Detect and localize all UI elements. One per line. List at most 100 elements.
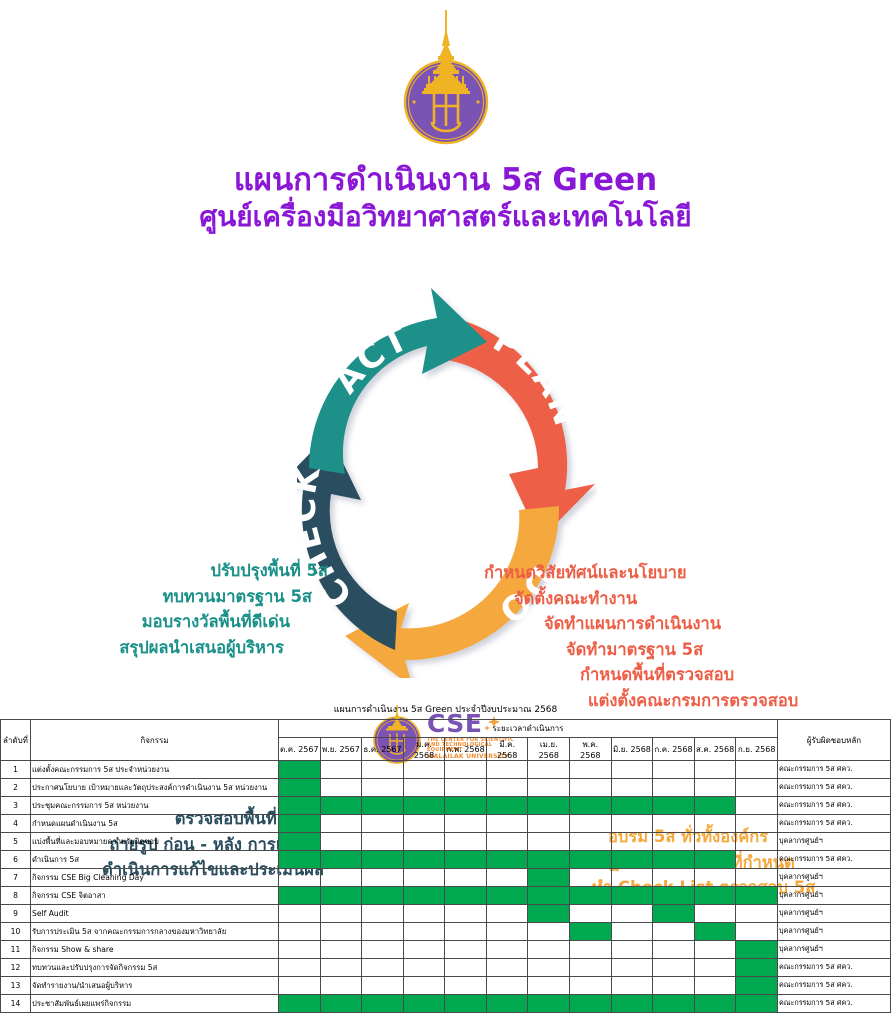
cell-month-empty <box>652 922 695 941</box>
cell-month-empty <box>569 832 612 851</box>
table-row: 12 ทบทวนและปรับปรุงการจัดกิจกรรม 5ส คณะกรร… <box>0 958 891 977</box>
cell-month-empty <box>361 940 404 959</box>
cell-month-empty <box>444 778 487 797</box>
cell-month-filled <box>693 796 737 815</box>
table-row: 11 กิจกรรม Show & share บุคลากรศูนย์ฯ <box>0 940 891 959</box>
cell-month-filled <box>402 886 446 905</box>
cell-month-empty <box>735 832 778 851</box>
cell-month-empty <box>402 760 446 779</box>
cell-activity: กำหนดแผนดำเนินงาน 5ส <box>30 814 279 833</box>
act-item: มอบรางวัลพื้นที่ดีเด่น <box>141 612 290 631</box>
cell-month-empty <box>361 760 404 779</box>
cell-month-empty <box>485 778 529 797</box>
cell-month-filled <box>527 904 571 923</box>
cell-activity: ประชุมคณะกรรมการ 5ส หน่วยงาน <box>30 796 279 815</box>
cell-responsible: คณะกรรมการ 5ส ศคว. <box>777 994 891 1013</box>
cell-month-empty <box>444 958 487 977</box>
cell-month-empty <box>319 868 363 887</box>
th-activity: กิจกรรม <box>30 719 279 761</box>
cell-month-filled <box>610 994 654 1013</box>
cell-month-empty <box>735 814 778 833</box>
cell-month-empty <box>444 922 487 941</box>
cell-month-empty <box>652 940 695 959</box>
cell-month-filled <box>652 796 695 815</box>
pdca-plan-arc <box>447 316 595 540</box>
cell-month-empty <box>278 922 321 941</box>
table-row: 5 แบ่งพื้นที่และมอบหมายความรับผิดชอบ บุคลา… <box>0 832 891 851</box>
th-month-1: ต.ค. 2567 <box>278 737 321 761</box>
cell-responsible: คณะกรรมการ 5ส ศคว. <box>777 760 891 779</box>
cell-month-filled <box>652 904 695 923</box>
cell-month-filled <box>319 994 363 1013</box>
cell-month-empty <box>610 940 654 959</box>
cell-month-filled <box>569 994 612 1013</box>
cell-month-empty <box>569 976 612 995</box>
cell-month-empty <box>527 814 571 833</box>
cell-responsible: คณะกรรมการ 5ส ศคว. <box>777 778 891 797</box>
cell-month-empty <box>693 976 737 995</box>
cell-month-filled <box>735 994 778 1013</box>
cell-month-empty <box>610 778 654 797</box>
th-month-12: ก.ย. 2568 <box>735 737 778 761</box>
th-month-10: ก.ค. 2568 <box>652 737 695 761</box>
cell-responsible: คณะกรรมการ 5ส ศคว. <box>777 850 891 869</box>
pdca-diagram: PLAN DO CHECK ACT <box>0 268 891 897</box>
cell-month-empty <box>319 832 363 851</box>
cell-month-empty <box>402 976 446 995</box>
cell-month-filled <box>652 850 695 869</box>
cell-month-filled <box>693 922 737 941</box>
cell-no: 2 <box>0 778 31 797</box>
cell-responsible: คณะกรรมการ 5ส ศคว. <box>777 958 891 977</box>
cell-month-empty <box>402 868 446 887</box>
cell-month-empty <box>319 814 363 833</box>
cell-activity: กิจกรรม Show & share <box>30 940 279 959</box>
cell-no: 7 <box>0 868 31 887</box>
cell-month-filled <box>361 796 404 815</box>
plan-table-section: แผนการดำเนินงาน 5ส Green ประจำปีงบประมาณ… <box>0 700 891 1013</box>
cell-activity: ทบทวนและปรับปรุงการจัดกิจกรรม 5ส <box>30 958 279 977</box>
cell-month-filled <box>693 850 737 869</box>
cell-month-filled <box>735 886 778 905</box>
cell-month-empty <box>361 904 404 923</box>
cell-responsible: บุคลากรศูนย์ฯ <box>777 832 891 851</box>
cell-responsible: บุคลากรศูนย์ฯ <box>777 904 891 923</box>
table-row: 3 ประชุมคณะกรรมการ 5ส หน่วยงาน คณะกรรมการ … <box>0 796 891 815</box>
cell-month-empty <box>652 976 695 995</box>
cell-month-empty <box>402 922 446 941</box>
cell-month-empty <box>444 760 487 779</box>
cell-month-filled <box>652 994 695 1013</box>
cell-month-empty <box>402 814 446 833</box>
act-item: ปรับปรุงพื้นที่ 5ส <box>210 561 328 580</box>
pdca-act-items: ปรับปรุงพื้นที่ 5ส ทบทวนมาตรฐาน 5ส มอบรา… <box>0 558 340 660</box>
cell-month-empty <box>652 958 695 977</box>
pdca-do-arc <box>345 506 560 678</box>
cell-month-filled <box>278 814 321 833</box>
pdca-plan-items: กำหนดวิสัยทัศน์และนโยบาย จัดตั้งคณะทำงาน… <box>470 560 798 713</box>
page-subtitle: ศูนย์เครื่องมือวิทยาศาสตร์และเทคโนโลยี <box>199 200 692 233</box>
cell-month-empty <box>361 778 404 797</box>
cell-month-empty <box>444 904 487 923</box>
cell-month-filled <box>527 886 571 905</box>
table-head: ลำดับที่ กิจกรรม ระยะเวลาดำเนินการ ผู้รั… <box>0 719 891 761</box>
cell-month-filled <box>402 850 446 869</box>
th-month-6: มี.ค. 2568 <box>485 737 529 761</box>
cell-month-filled <box>278 886 321 905</box>
cell-month-filled <box>485 886 529 905</box>
cell-month-filled <box>444 850 487 869</box>
cell-month-empty <box>569 778 612 797</box>
cell-month-empty <box>610 922 654 941</box>
cell-month-empty <box>361 976 404 995</box>
cell-month-empty <box>278 904 321 923</box>
plan-item: จัดทำแผนการดำเนินงาน <box>544 614 722 633</box>
cell-responsible: คณะกรรมการ 5ส ศคว. <box>777 814 891 833</box>
cell-activity: แต่งตั้งคณะกรรมการ 5ส ประจำหน่วยงาน <box>30 760 279 779</box>
cell-month-empty <box>735 796 778 815</box>
cell-month-empty <box>319 976 363 995</box>
cell-activity: กิจกรรม CSE จิตอาสา <box>30 886 279 905</box>
cell-month-empty <box>444 868 487 887</box>
pdca-check-arc <box>297 434 397 650</box>
table-row: 9 Self Audit บุคลากรศูนย์ฯ <box>0 904 891 923</box>
cell-month-empty <box>527 922 571 941</box>
cell-month-empty <box>361 832 404 851</box>
cell-month-empty <box>361 922 404 941</box>
